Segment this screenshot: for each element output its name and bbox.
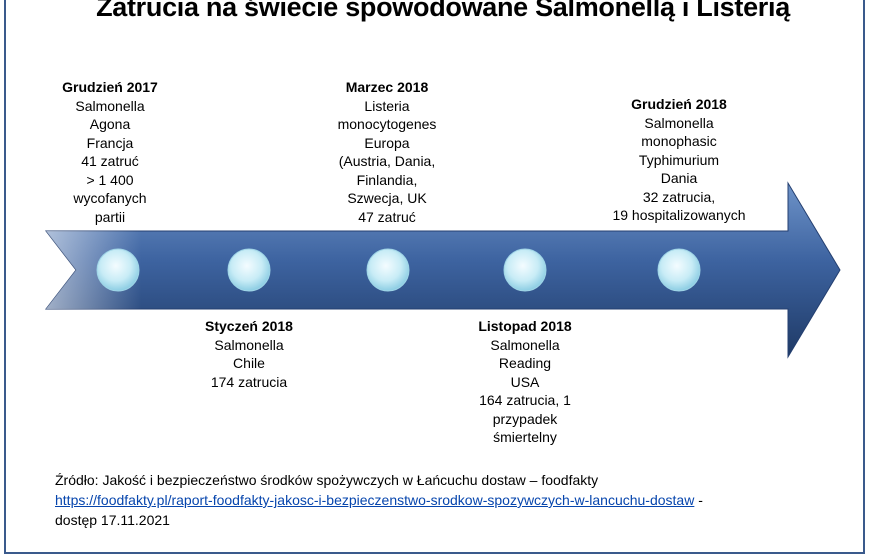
event-detail: Szwecja, UK	[347, 190, 427, 206]
timeline-event: Grudzień 2017 Salmonella Agona Francja 41 za…	[25, 78, 195, 226]
source-accessed: dostęp 17.11.2021	[55, 512, 170, 528]
event-date: Grudzień 2017	[62, 79, 158, 95]
event-detail: monocytogenes	[337, 116, 437, 132]
timeline-event: Grudzień 2018 Salmonella monophasic Typhimu…	[594, 95, 764, 225]
event-detail: Francja	[86, 134, 134, 151]
event-detail: Listeria	[364, 97, 410, 114]
event-detail: 47 zatruć	[358, 208, 416, 225]
timeline-marker	[96, 248, 140, 292]
event-detail: Chile	[233, 355, 265, 371]
timeline-event: Listopad 2018 Salmonella Reading USA 164 zat…	[440, 317, 610, 447]
event-detail: 19 hospitalizowanych	[612, 207, 746, 223]
event-detail: wycofanych	[73, 190, 147, 206]
timeline-arrow	[44, 181, 841, 359]
event-detail: 32 zatrucia,	[642, 188, 716, 205]
event-detail: partii	[94, 208, 126, 225]
event-detail: Salmonella	[75, 97, 145, 114]
event-detail: Typhimurium	[638, 151, 720, 168]
event-detail: 41 zatruć	[81, 153, 139, 169]
source-link-suffix: -	[694, 492, 703, 508]
event-detail: > 1 400	[86, 171, 134, 188]
source-link[interactable]: https://foodfakty.pl/raport-foodfakty-ja…	[55, 492, 695, 508]
event-detail: Salmonella	[644, 114, 714, 131]
event-detail: USA	[510, 373, 540, 390]
timeline-marker	[366, 248, 410, 292]
event-date: Grudzień 2018	[631, 96, 727, 112]
source-citation: Źródło: Jakość i bezpieczeństwo środków …	[55, 470, 855, 530]
timeline-event: Styczeń 2018 Salmonella Chile 174 zatrucia	[164, 317, 334, 391]
event-detail: (Austria, Dania,	[338, 153, 436, 169]
event-detail: śmiertelny	[493, 429, 557, 445]
page-title: Zatrucia na świecie spowodowane Salmonel…	[96, 0, 790, 22]
timeline-event: Marzec 2018 Listeria monocytogenes Europa (A…	[302, 78, 472, 226]
event-detail: 174 zatrucia	[210, 373, 288, 390]
event-date: Marzec 2018	[345, 79, 429, 95]
event-detail: Salmonella	[214, 336, 284, 353]
event-detail: Finlandia,	[356, 171, 418, 188]
event-detail: 164 zatrucia, 1	[479, 392, 571, 408]
source-link-line: https://foodfakty.pl/raport-foodfakty-ja…	[55, 490, 855, 510]
event-date: Listopad 2018	[478, 318, 572, 334]
timeline-marker	[657, 248, 701, 292]
source-text: Źródło: Jakość i bezpieczeństwo środków …	[55, 472, 599, 488]
event-detail: przypadek	[492, 410, 558, 427]
event-detail: Agona	[89, 116, 131, 132]
event-detail: Dania	[660, 170, 698, 186]
event-detail: Salmonella	[490, 336, 560, 353]
event-detail: Reading	[498, 355, 552, 371]
timeline-marker	[503, 248, 547, 292]
event-detail: monophasic	[641, 133, 717, 149]
event-date: Styczeń 2018	[205, 318, 293, 334]
timeline-marker	[227, 248, 271, 292]
event-detail: Europa	[364, 134, 410, 151]
